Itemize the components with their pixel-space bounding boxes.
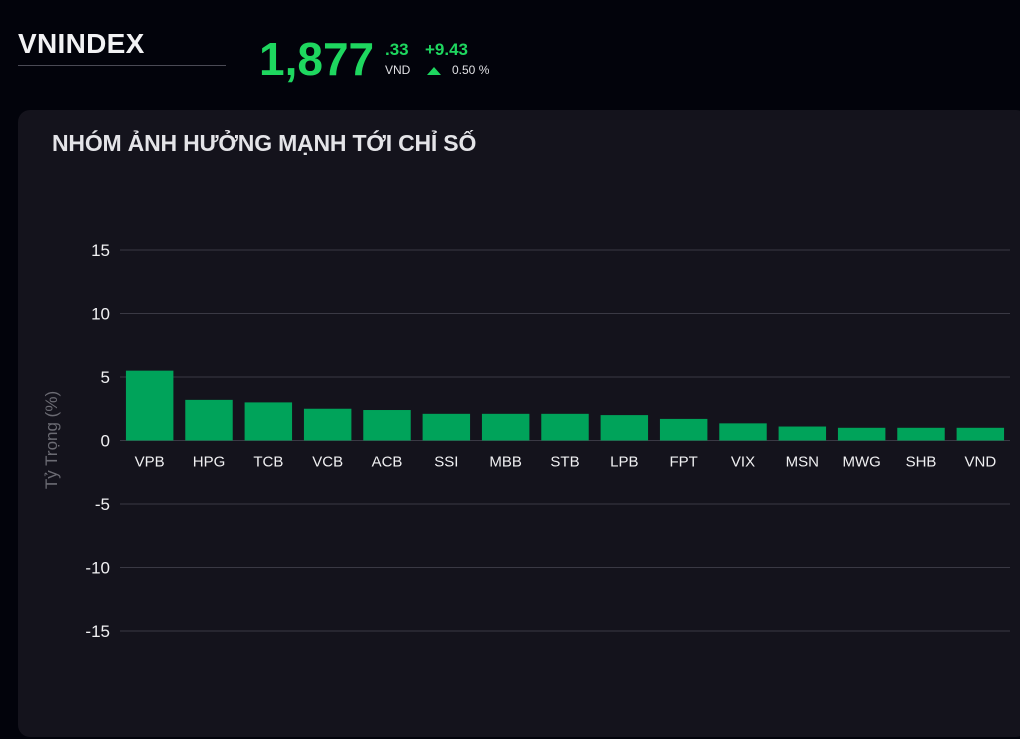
triangle-up-icon [427, 67, 441, 75]
bar-hpg [185, 399, 233, 441]
y-tick-label: -5 [95, 495, 110, 514]
change-percent: 0.50 % [452, 63, 490, 77]
bar-vpb [125, 370, 174, 441]
bar-acb [363, 410, 411, 441]
x-tick-label: HPG [193, 454, 226, 471]
y-tick-label: 0 [101, 432, 110, 451]
bar-lpb [600, 415, 649, 441]
index-name-underline [18, 65, 226, 66]
panel-title: NHÓM ẢNH HƯỞNG MẠNH TỚI CHỈ SỐ [52, 130, 477, 156]
x-tick-label: SHB [906, 454, 937, 471]
bar-tcb [244, 402, 293, 441]
index-name: VNINDEX [18, 28, 145, 59]
bar-vix [719, 423, 767, 441]
y-tick-label: 10 [91, 305, 110, 324]
x-tick-label: LPB [610, 454, 638, 471]
bar-mbb [481, 413, 530, 441]
x-tick-label: TCB [253, 454, 283, 471]
x-tick-label: VPB [135, 454, 165, 471]
y-axis-title: Tỷ Trọng (%) [42, 391, 61, 489]
x-tick-label: MWG [843, 454, 881, 471]
x-tick-label: MSN [786, 454, 819, 471]
x-tick-label: SSI [434, 454, 458, 471]
bar-vcb [303, 408, 352, 441]
bar-ssi [422, 413, 471, 441]
bar-stb [541, 413, 589, 441]
bar-fpt [659, 418, 708, 441]
x-tick-label: STB [550, 454, 579, 471]
x-tick-label: ACB [372, 454, 403, 471]
price-currency: VND [385, 63, 411, 77]
x-tick-label: VIX [731, 454, 755, 471]
x-tick-label: VCB [312, 454, 343, 471]
x-tick-label: FPT [669, 454, 697, 471]
bar-mwg [837, 427, 886, 441]
y-tick-label: -15 [85, 622, 110, 641]
bar-vnd [956, 427, 1005, 441]
y-tick-label: 5 [101, 368, 110, 387]
x-tick-label: VND [964, 454, 996, 471]
bar-msn [778, 426, 827, 441]
price-decimal: .33 [385, 40, 409, 59]
change-value: +9.43 [425, 40, 469, 59]
y-tick-label: -10 [85, 559, 110, 578]
price-integer: 1,877 [259, 33, 375, 85]
x-tick-label: MBB [489, 454, 522, 471]
y-tick-label: 15 [91, 241, 110, 260]
bar-shb [897, 427, 945, 441]
